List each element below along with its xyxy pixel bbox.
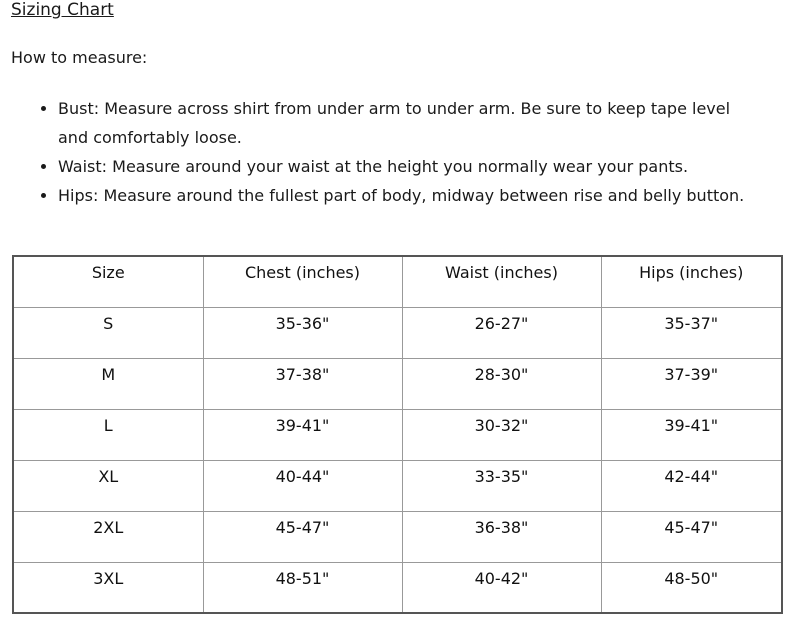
cell-chest: 48-51"	[202, 561, 403, 614]
list-item-hips: Hips: Measure around the fullest part of…	[58, 181, 758, 210]
header-hips: Hips (inches)	[600, 255, 783, 308]
cell-chest: 40-44"	[202, 459, 403, 512]
cell-waist: 28-30"	[401, 357, 602, 410]
header-size: Size	[12, 255, 204, 308]
how-to-measure-heading: How to measure:	[11, 48, 148, 67]
measure-instructions-list: Bust: Measure across shirt from under ar…	[18, 94, 758, 210]
table-row: XL 40-44" 33-35" 42-44"	[12, 459, 783, 512]
cell-waist: 26-27"	[401, 306, 602, 359]
list-item-waist: Waist: Measure around your waist at the …	[58, 152, 758, 181]
cell-size: 3XL	[12, 561, 204, 614]
cell-waist: 40-42"	[401, 561, 602, 614]
cell-size: S	[12, 306, 204, 359]
cell-chest: 35-36"	[202, 306, 403, 359]
table-row: S 35-36" 26-27" 35-37"	[12, 306, 783, 359]
cell-hips: 39-41"	[600, 408, 783, 461]
cell-size: XL	[12, 459, 204, 512]
table-row: 2XL 45-47" 36-38" 45-47"	[12, 510, 783, 563]
cell-size: M	[12, 357, 204, 410]
table-row: L 39-41" 30-32" 39-41"	[12, 408, 783, 461]
cell-hips: 48-50"	[600, 561, 783, 614]
header-waist: Waist (inches)	[401, 255, 602, 308]
cell-waist: 30-32"	[401, 408, 602, 461]
sizing-chart-link[interactable]: Sizing Chart	[11, 0, 114, 20]
cell-chest: 45-47"	[202, 510, 403, 563]
cell-hips: 45-47"	[600, 510, 783, 563]
table-row: 3XL 48-51" 40-42" 48-50"	[12, 561, 783, 614]
cell-size: L	[12, 408, 204, 461]
cell-chest: 39-41"	[202, 408, 403, 461]
cell-waist: 33-35"	[401, 459, 602, 512]
cell-hips: 42-44"	[600, 459, 783, 512]
cell-waist: 36-38"	[401, 510, 602, 563]
cell-hips: 37-39"	[600, 357, 783, 410]
sizing-table: Size Chest (inches) Waist (inches) Hips …	[12, 255, 783, 614]
list-item-bust: Bust: Measure across shirt from under ar…	[58, 94, 758, 152]
cell-chest: 37-38"	[202, 357, 403, 410]
cell-hips: 35-37"	[600, 306, 783, 359]
table-row: M 37-38" 28-30" 37-39"	[12, 357, 783, 410]
header-chest: Chest (inches)	[202, 255, 403, 308]
cell-size: 2XL	[12, 510, 204, 563]
table-header-row: Size Chest (inches) Waist (inches) Hips …	[12, 255, 783, 308]
